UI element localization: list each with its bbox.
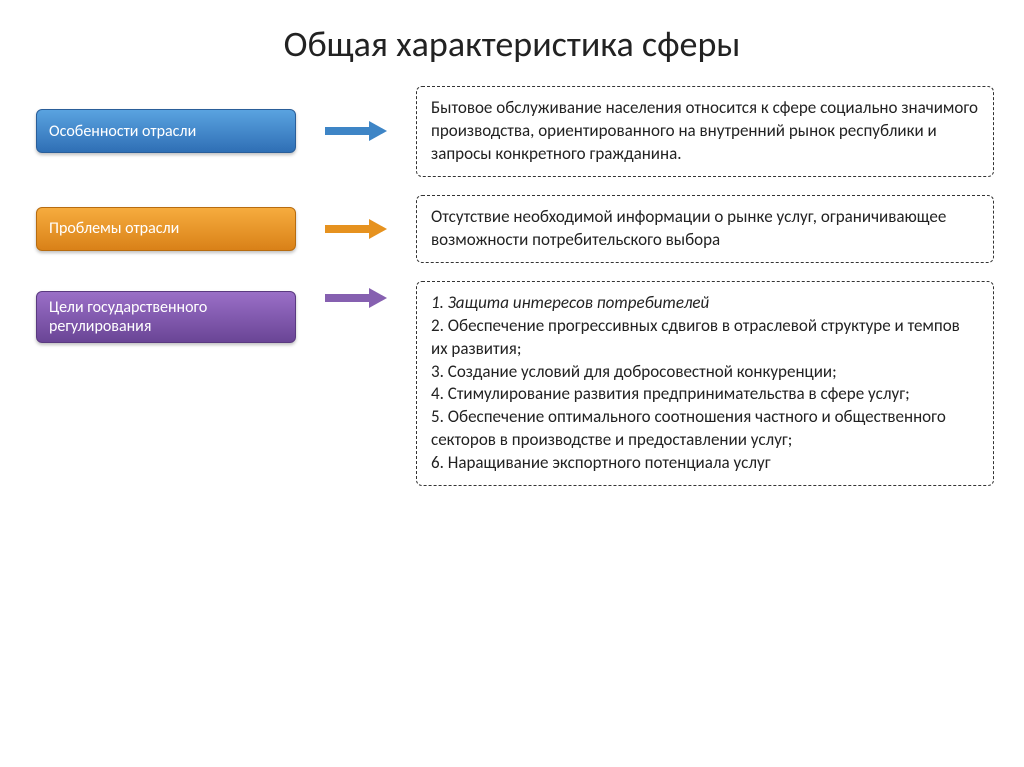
arrow-3: [296, 291, 416, 305]
label-features-text: Особенности отрасли: [49, 122, 196, 141]
arrow-1-shaft: [325, 127, 371, 135]
arrow-2-shaft: [325, 225, 371, 233]
goals-item-5: 5. Обеспечение оптимального соотношения …: [431, 406, 979, 452]
section-2: Проблемы отрасли Отсутствие необходимой …: [36, 195, 994, 263]
goals-item-2: 2. Обеспечение прогрессивных сдвигов в о…: [431, 315, 979, 361]
label-goals: Цели государственного регулирования: [36, 291, 296, 343]
arrow-2: [296, 222, 416, 236]
desc-features: Бытовое обслуживание населения относится…: [416, 86, 994, 177]
label-goals-text: Цели государственного регулирования: [49, 298, 283, 336]
label-features: Особенности отрасли: [36, 109, 296, 153]
goals-item-6: 6. Наращивание экспортного потенциала ус…: [431, 452, 979, 475]
goals-item-1: 1. Защита интересов потребителей: [431, 292, 979, 315]
arrow-1-head: [369, 121, 387, 141]
arrow-1: [296, 124, 416, 138]
label-problems: Проблемы отрасли: [36, 207, 296, 251]
desc-goals: 1. Защита интересов потребителей2. Обесп…: [416, 281, 994, 487]
slide-title: Общая характеристика сферы: [0, 0, 1024, 80]
arrow-3-head: [369, 288, 387, 308]
arrow-3-shaft: [325, 294, 371, 302]
section-3: Цели государственного регулирования 1. З…: [36, 281, 994, 487]
goals-item-3: 3. Создание условий для добросовестной к…: [431, 361, 979, 384]
goals-item-4: 4. Стимулирование развития предпринимате…: [431, 383, 979, 406]
section-1: Особенности отрасли Бытовое обслуживание…: [36, 86, 994, 177]
arrow-2-head: [369, 219, 387, 239]
desc-problems: Отсутствие необходимой информации о рынк…: [416, 195, 994, 263]
label-problems-text: Проблемы отрасли: [49, 219, 179, 238]
